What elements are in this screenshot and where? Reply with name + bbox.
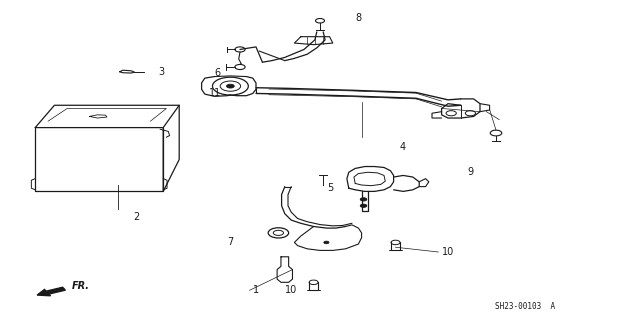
Text: 10: 10 xyxy=(285,285,297,295)
Circle shape xyxy=(360,198,367,201)
Text: SH23-00103  A: SH23-00103 A xyxy=(495,302,555,311)
Text: 5: 5 xyxy=(328,183,334,193)
Text: FR.: FR. xyxy=(72,281,90,292)
Circle shape xyxy=(360,204,367,207)
Text: 2: 2 xyxy=(133,212,140,222)
Text: 6: 6 xyxy=(214,68,221,78)
Text: 11: 11 xyxy=(209,87,221,98)
Text: 8: 8 xyxy=(355,12,362,23)
Text: 3: 3 xyxy=(159,67,165,77)
FancyArrow shape xyxy=(37,287,65,296)
Circle shape xyxy=(227,84,234,88)
Text: 4: 4 xyxy=(400,142,406,152)
Text: 10: 10 xyxy=(442,247,454,257)
Text: 9: 9 xyxy=(467,167,474,177)
Text: 7: 7 xyxy=(227,237,234,248)
Circle shape xyxy=(324,241,329,244)
Text: 1: 1 xyxy=(253,285,259,295)
